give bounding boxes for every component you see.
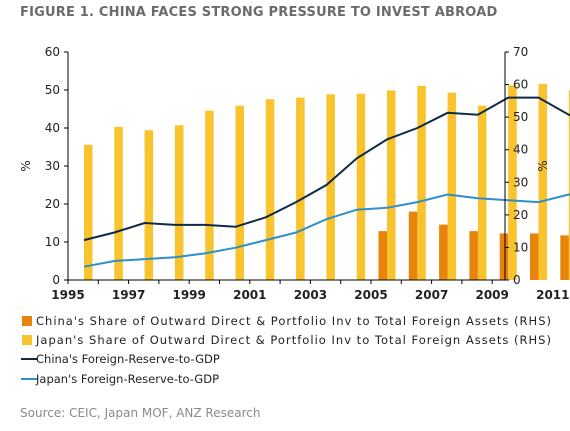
right-tick-label: 70 <box>513 45 528 59</box>
japan-share-bar <box>538 83 547 280</box>
japan-share-bar <box>84 144 93 280</box>
japan-share-bar <box>235 105 244 280</box>
left-axis-label: % <box>19 160 33 171</box>
china-share-bar <box>439 224 448 280</box>
japan-share-bar <box>326 94 335 280</box>
japan-share-bar <box>356 93 366 280</box>
legend-label-japan-reserve: Japan's Foreign-Reserve-to-GDP <box>35 372 219 386</box>
left-tick-label: 30 <box>45 159 60 173</box>
figure-title: FIGURE 1. CHINA FACES STRONG PRESSURE TO… <box>20 5 498 20</box>
legend-label-china-share: China's Share of Outward Direct & Portfo… <box>36 314 551 328</box>
japan-reserve-line <box>83 193 570 268</box>
right-axis-label: % <box>536 160 550 171</box>
legend: China's Share of Outward Direct & Portfo… <box>21 314 551 386</box>
right-tick-label: 50 <box>513 110 528 124</box>
x-tick-label: 1999 <box>172 288 205 302</box>
legend-swatch-japan-share <box>22 335 32 345</box>
japan-share-bar <box>477 105 487 280</box>
china-share-bar <box>378 231 387 280</box>
left-tick-label: 60 <box>45 45 60 59</box>
right-tick-label: 30 <box>513 175 528 189</box>
china-share-bar <box>530 233 539 280</box>
axes-layer: 0 10 20 30 40 50 60 0 10 20 30 40 50 60 70% % 1995 1997 19… <box>19 45 570 302</box>
right-tick-label: 0 <box>513 273 521 287</box>
japan-share-bar <box>265 99 275 280</box>
legend-label-japan-share: Japan's Share of Outward Direct & Portfo… <box>35 333 551 347</box>
left-tick-label: 50 <box>45 83 60 97</box>
legend-label-china-reserve: China's Foreign-Reserve-to-GDP <box>36 352 220 366</box>
left-tick-label: 0 <box>52 273 60 287</box>
lines-layer <box>83 96 570 268</box>
left-tick-label: 40 <box>45 121 60 135</box>
right-tick-label: 10 <box>513 240 528 254</box>
x-tick-label: 1997 <box>112 288 145 302</box>
china-share-bar <box>469 231 478 280</box>
x-tick-label: 1995 <box>51 288 84 302</box>
left-tick-label: 20 <box>45 197 60 211</box>
left-tick-label: 10 <box>45 235 60 249</box>
japan-share-bar <box>144 130 154 280</box>
japan-share-bar <box>387 90 396 280</box>
china-share-bar <box>499 233 509 280</box>
x-tick-label: 2007 <box>415 288 448 302</box>
japan-share-bar <box>568 90 570 280</box>
x-tick-label: 2001 <box>233 288 266 302</box>
x-tick-label: 2003 <box>294 288 327 302</box>
japan-share-bar <box>114 126 123 281</box>
japan-share-bar <box>447 92 457 280</box>
japan-share-bar <box>174 125 184 281</box>
japan-share-bar <box>508 85 517 280</box>
x-tick-label: 2011 <box>536 288 569 302</box>
x-tick-label: 2005 <box>354 288 387 302</box>
right-tick-label: 40 <box>513 143 528 157</box>
china-reserve-line <box>83 96 570 242</box>
china-share-bar <box>560 235 569 280</box>
right-tick-label: 60 <box>513 78 528 92</box>
japan-share-bar <box>205 110 214 280</box>
right-tick-label: 20 <box>513 208 528 222</box>
japan-share-bar <box>296 97 305 280</box>
japan-share-bar <box>417 85 426 280</box>
legend-swatch-china-share <box>22 316 32 326</box>
source-note: Source: CEIC, Japan MOF, ANZ Research <box>20 406 261 420</box>
china-share-bar <box>408 211 418 280</box>
bars-layer <box>84 83 570 281</box>
x-tick-label: 2009 <box>475 288 508 302</box>
